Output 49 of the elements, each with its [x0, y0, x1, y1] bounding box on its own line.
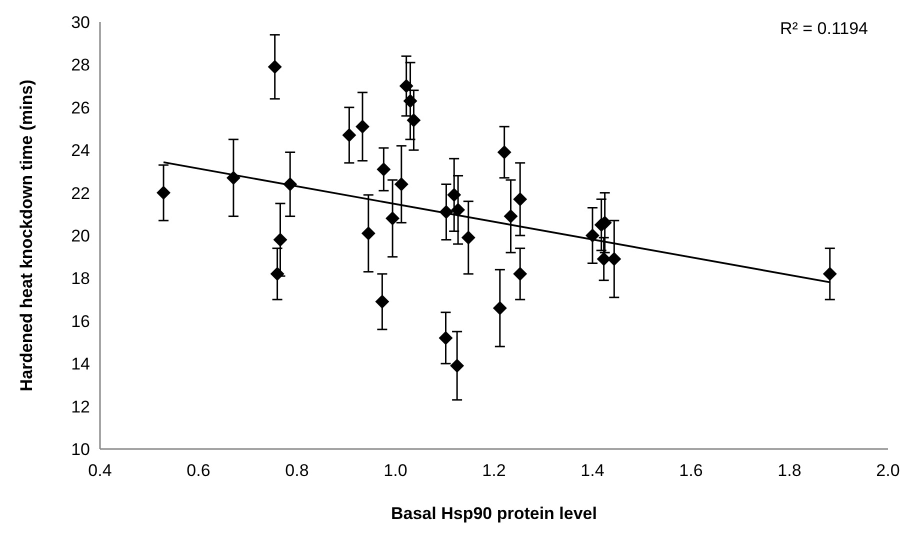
point: [513, 266, 528, 281]
point: [270, 266, 284, 281]
point: [375, 294, 390, 309]
point: [438, 330, 453, 345]
x-axis-title: Basal Hsp90 protein level: [391, 504, 597, 523]
point: [273, 232, 288, 247]
point: [447, 188, 462, 202]
y-tick-label: 18: [71, 269, 90, 288]
x-tick-label: 0.8: [285, 461, 309, 480]
x-tick-label: 1.6: [679, 461, 703, 480]
y-tick-label: 26: [71, 98, 90, 118]
point: [492, 301, 507, 316]
point: [386, 211, 400, 226]
x-tick-label: 1.0: [384, 461, 408, 480]
point: [376, 162, 391, 176]
point: [394, 177, 408, 192]
x-tick-label: 1.8: [778, 461, 802, 480]
y-tick-label: 10: [71, 440, 90, 459]
point: [356, 120, 370, 134]
y-tick-label: 30: [71, 12, 90, 32]
point: [497, 145, 512, 160]
y-tick-label: 22: [71, 184, 90, 203]
y-tick-label: 12: [71, 397, 90, 416]
x-tick-label: 1.4: [580, 461, 604, 480]
x-tick-label: 1.2: [482, 461, 506, 480]
point: [156, 186, 171, 200]
point: [342, 128, 356, 142]
y-axis-title: Hardened heat knockdown time (mins): [17, 80, 36, 392]
y-tick-label: 16: [71, 312, 90, 331]
point: [268, 60, 282, 74]
point: [403, 94, 418, 108]
y-tick-label: 14: [71, 354, 90, 374]
point: [451, 202, 466, 217]
point: [406, 113, 421, 128]
point: [504, 209, 518, 224]
point: [399, 79, 414, 94]
x-tick-label: 2.0: [876, 461, 900, 480]
point: [607, 252, 622, 266]
y-tick-label: 24: [71, 141, 90, 160]
point: [450, 358, 464, 373]
point: [822, 266, 837, 281]
annotation: R² = 0.1194: [780, 19, 868, 38]
x-tick-label: 0.4: [88, 461, 112, 480]
y-tick-label: 20: [71, 226, 90, 246]
y-tick-label: 28: [71, 56, 90, 75]
x-tick-label: 0.6: [186, 461, 210, 480]
point: [361, 226, 376, 240]
point: [461, 230, 476, 245]
point: [513, 192, 528, 206]
